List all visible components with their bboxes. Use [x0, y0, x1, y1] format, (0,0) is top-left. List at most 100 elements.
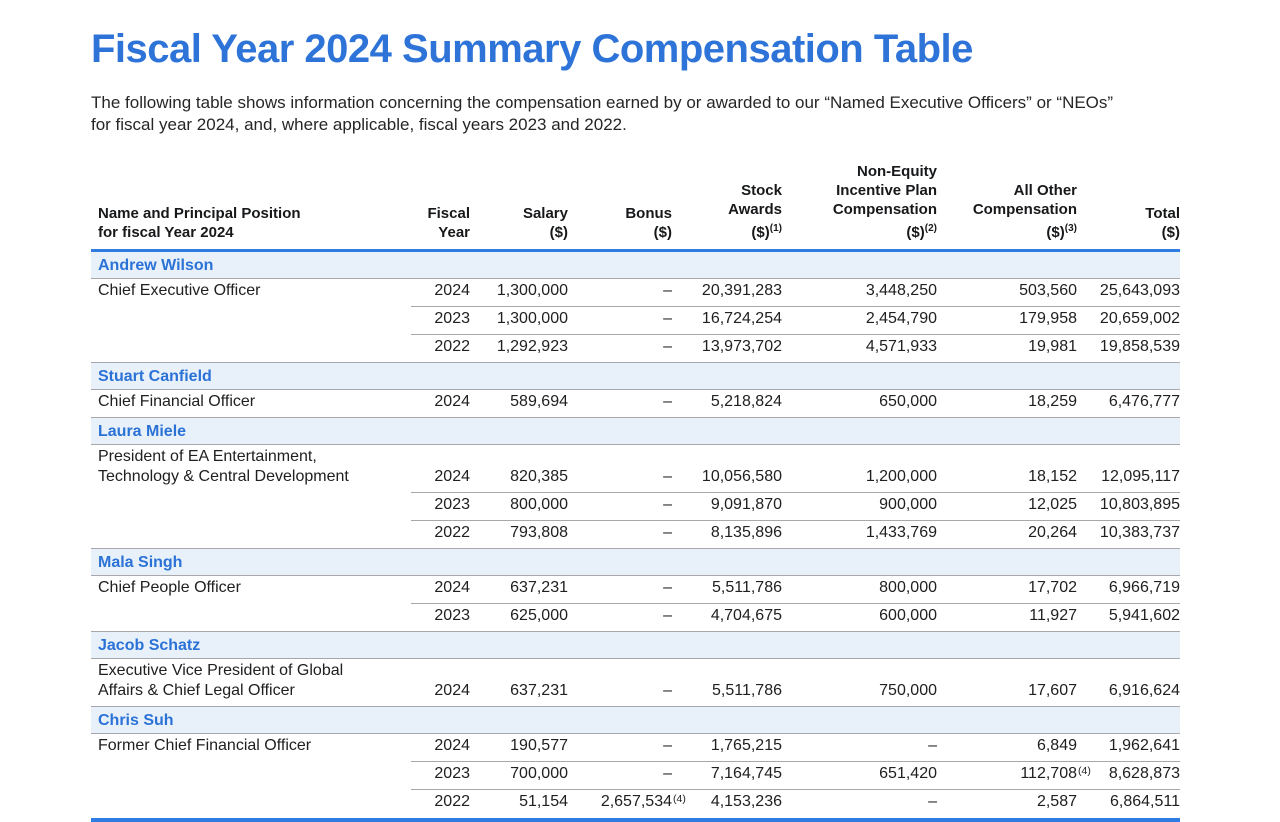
- table-row: Chief Financial Officer 2024 589,694 – 5…: [91, 390, 1180, 418]
- position-cell: Chief Financial Officer: [98, 393, 256, 410]
- stock-awards-cell: 4,704,675: [710, 607, 782, 624]
- header-all-other-label: All Other Compensation ($): [972, 182, 1077, 241]
- fiscal-year-cell: 2022: [434, 793, 470, 810]
- stock-awards-cell: 1,765,215: [710, 737, 782, 754]
- compensation-table: Name and Principal Position for fiscal Y…: [91, 162, 1180, 822]
- footnote-marker: (4): [673, 793, 686, 805]
- stock-awards-cell: 10,056,580: [701, 468, 782, 485]
- table-row: 2023 800,000 – 9,091,870 900,000 12,025 …: [91, 493, 1180, 521]
- all-other-cell: 20,264: [1028, 524, 1077, 541]
- header-name-position-label: Name and Principal Position for fiscal Y…: [98, 205, 301, 241]
- bonus-cell: –: [663, 765, 672, 782]
- total-cell: 8,628,873: [1108, 765, 1180, 782]
- bonus-value: 2,657,534: [600, 793, 672, 810]
- bonus-cell: –: [663, 524, 672, 541]
- non-equity-cell: 600,000: [879, 607, 937, 624]
- table-header-row: Name and Principal Position for fiscal Y…: [91, 162, 1180, 252]
- fiscal-year-cell: 2023: [434, 310, 470, 327]
- header-all-other: All Other Compensation ($)(3): [937, 181, 1077, 242]
- officer-name: Chris Suh: [98, 711, 174, 729]
- header-salary: Salary ($): [470, 204, 568, 242]
- total-cell: 1,962,641: [1108, 737, 1180, 754]
- page-title: Fiscal Year 2024 Summary Compensation Ta…: [91, 27, 973, 71]
- non-equity-cell: 650,000: [879, 393, 937, 410]
- fiscal-year-cell: 2024: [434, 393, 470, 410]
- bonus-cell: 2,657,534 (4): [568, 792, 686, 812]
- stock-awards-cell: 5,218,824: [710, 393, 782, 410]
- table-row: 2022 1,292,923 – 13,973,702 4,571,933 19…: [91, 335, 1180, 363]
- table-row: 2023 625,000 – 4,704,675 600,000 11,927 …: [91, 604, 1180, 632]
- non-equity-cell: 4,571,933: [865, 338, 937, 355]
- fiscal-year-cell: 2024: [434, 468, 470, 485]
- stock-awards-cell: 5,511,786: [712, 579, 782, 596]
- stock-awards-cell: 4,153,236: [710, 793, 782, 810]
- non-equity-cell: 800,000: [879, 579, 937, 596]
- stock-awards-cell: 8,135,896: [710, 524, 782, 541]
- total-cell: 6,966,719: [1108, 579, 1180, 596]
- bonus-cell: –: [663, 393, 672, 410]
- non-equity-cell: 1,433,769: [865, 524, 937, 541]
- officer-band-stuart-canfield: Stuart Canfield: [91, 363, 1180, 390]
- total-cell: 10,803,895: [1099, 496, 1180, 513]
- total-cell: 10,383,737: [1099, 524, 1180, 541]
- salary-cell: 1,300,000: [496, 282, 568, 299]
- total-cell: 20,659,002: [1099, 310, 1180, 327]
- header-total-label: Total ($): [1145, 205, 1180, 241]
- stock-awards-cell: 5,511,786: [712, 682, 782, 699]
- fiscal-year-cell: 2023: [434, 765, 470, 782]
- fiscal-year-cell: 2022: [434, 338, 470, 355]
- all-other-cell: 19,981: [1028, 338, 1077, 355]
- total-cell: 6,916,624: [1108, 682, 1180, 699]
- table-row: 2023 700,000 – 7,164,745 651,420 112,708…: [91, 762, 1180, 790]
- fiscal-year-cell: 2024: [434, 579, 470, 596]
- total-cell: 19,858,539: [1099, 338, 1180, 355]
- fiscal-year-cell: 2023: [434, 496, 470, 513]
- all-other-value: 112,708: [1020, 765, 1077, 782]
- table-row: Executive Vice President of Global Affai…: [91, 659, 1180, 707]
- non-equity-cell: –: [928, 737, 937, 754]
- stock-awards-cell: 20,391,283: [701, 282, 782, 299]
- all-other-cell: 2,587: [1036, 793, 1077, 810]
- header-fiscal-year-label: Fiscal Year: [427, 205, 470, 241]
- salary-cell: 1,300,000: [496, 310, 568, 327]
- position-cell: Chief Executive Officer: [98, 282, 261, 299]
- bonus-cell: –: [663, 282, 672, 299]
- non-equity-cell: 2,454,790: [865, 310, 937, 327]
- salary-cell: 589,694: [510, 393, 568, 410]
- table-row: Former Chief Financial Officer 2024 190,…: [91, 734, 1180, 762]
- salary-cell: 800,000: [510, 496, 568, 513]
- fiscal-year-cell: 2022: [434, 524, 470, 541]
- all-other-cell: 18,152: [1028, 468, 1077, 485]
- footnote-marker: (4): [1078, 765, 1091, 777]
- salary-cell: 51,154: [519, 793, 568, 810]
- header-non-equity: Non-Equity Incentive Plan Compensation (…: [782, 162, 937, 242]
- all-other-cell: 18,259: [1028, 393, 1077, 410]
- fiscal-year-cell: 2024: [434, 282, 470, 299]
- non-equity-cell: 3,448,250: [865, 282, 937, 299]
- officer-name: Laura Miele: [98, 422, 187, 440]
- bonus-cell: –: [663, 579, 672, 596]
- position-cell: President of EA Entertainment, Technolog…: [98, 448, 349, 485]
- table-row: President of EA Entertainment, Technolog…: [91, 445, 1180, 493]
- header-non-equity-footnote: (2): [924, 223, 937, 234]
- officer-band-laura-miele: Laura Miele: [91, 418, 1180, 445]
- non-equity-cell: –: [928, 793, 937, 810]
- non-equity-cell: 1,200,000: [865, 468, 937, 485]
- salary-cell: 793,808: [510, 524, 568, 541]
- header-salary-label: Salary ($): [522, 205, 568, 241]
- bonus-cell: –: [663, 496, 672, 513]
- header-stock-awards-label: Stock Awards ($): [728, 182, 782, 241]
- header-stock-awards: Stock Awards ($)(1): [672, 181, 782, 242]
- salary-cell: 625,000: [510, 607, 568, 624]
- bonus-cell: –: [663, 310, 672, 327]
- salary-cell: 637,231: [510, 579, 568, 596]
- officer-band-chris-suh: Chris Suh: [91, 707, 1180, 734]
- non-equity-cell: 750,000: [879, 682, 937, 699]
- stock-awards-cell: 13,973,702: [701, 338, 782, 355]
- position-cell: Former Chief Financial Officer: [98, 737, 312, 754]
- stock-awards-cell: 16,724,254: [701, 310, 782, 327]
- fiscal-year-cell: 2023: [434, 607, 470, 624]
- fiscal-year-cell: 2024: [434, 682, 470, 699]
- all-other-cell: 12,025: [1028, 496, 1077, 513]
